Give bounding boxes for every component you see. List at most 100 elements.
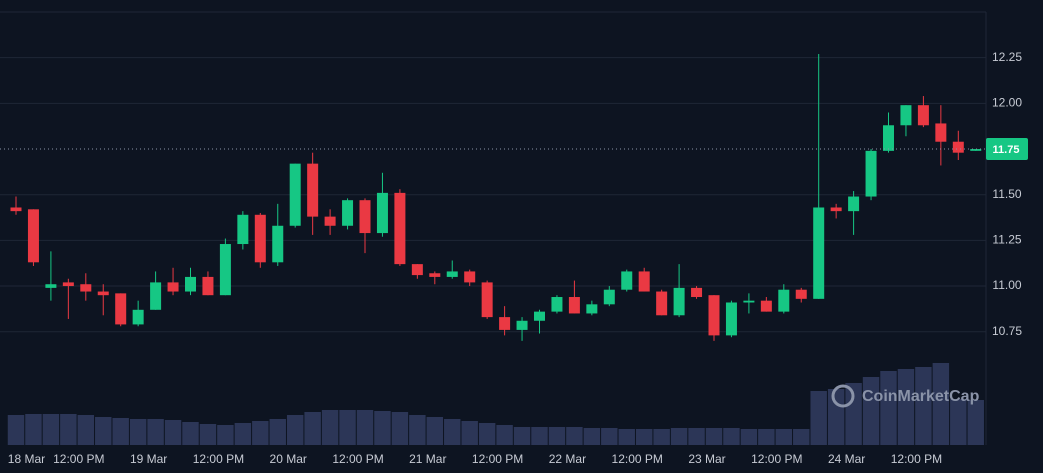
volume-bar (897, 369, 915, 445)
candle-body (132, 309, 144, 325)
volume-bar (77, 415, 95, 445)
candle-body (760, 300, 772, 312)
logo (831, 384, 855, 408)
x-tick-label: 22 Mar (549, 452, 586, 466)
x-tick-label: 23 Mar (688, 452, 725, 466)
x-tick-label: 18 Mar (8, 452, 45, 466)
volume-bar (775, 429, 793, 445)
y-tick-label: 12.25 (992, 50, 1022, 64)
candle-body (621, 271, 633, 290)
volume-bar (653, 429, 670, 445)
candle-body (254, 214, 266, 263)
volume-bar (42, 414, 60, 445)
candle-body (167, 282, 179, 292)
volume-bar (339, 410, 356, 445)
volume-bar (862, 377, 880, 445)
candle-body (865, 150, 877, 197)
candle-body (115, 293, 127, 325)
candle-body (464, 271, 476, 283)
candle-body (778, 289, 790, 312)
x-tick-label: 12:00 PM (193, 452, 244, 466)
volume-bar (321, 410, 339, 445)
volume-bar (723, 428, 740, 445)
watermark-text: CoinMarketCap (862, 388, 980, 405)
volume-bar (531, 427, 548, 445)
volume-bar (548, 427, 566, 445)
volume-bar (199, 424, 217, 445)
y-tick-label: 11.25 (992, 233, 1021, 247)
candle-body (935, 123, 947, 142)
volume-bar (670, 428, 688, 445)
candle-body (586, 304, 598, 314)
candle-body (900, 105, 912, 126)
candle-body (342, 200, 354, 226)
volume-bar (391, 412, 409, 445)
volume-bar (810, 391, 827, 445)
candle-body (324, 216, 336, 226)
volume-bar (758, 429, 775, 445)
volume-bar (740, 429, 758, 445)
candle-body (603, 289, 615, 305)
volume-bar (915, 367, 932, 445)
candle-body (202, 276, 214, 296)
volume-bar (304, 412, 321, 445)
volume-bar (374, 411, 391, 445)
volume-bar (705, 428, 723, 445)
candle-body (150, 282, 162, 310)
candle-body (499, 317, 511, 330)
x-tick-label: 12:00 PM (891, 452, 942, 466)
volume-bar (60, 414, 77, 445)
volume-bar (25, 414, 42, 445)
candle-body (185, 276, 196, 292)
volume-bar (601, 428, 618, 445)
x-tick-label: 12:00 PM (332, 452, 383, 466)
candle-body (568, 297, 580, 314)
volume-bar (7, 415, 25, 445)
candle-body (743, 300, 755, 303)
candle-body (551, 297, 563, 312)
candle-body (952, 141, 964, 153)
watermark: CoinMarketCap (831, 384, 980, 408)
candle-body (376, 192, 388, 234)
volume-bar (147, 419, 164, 445)
candle-body (848, 196, 860, 212)
volume-bar (618, 429, 635, 445)
candle-body (307, 163, 319, 217)
candle-body (725, 302, 737, 336)
volume-bar (496, 425, 513, 445)
volume-bar (444, 419, 461, 445)
candle-body (708, 295, 720, 336)
current-price-label: 11.75 (993, 144, 1020, 156)
x-tick-label: 12:00 PM (472, 452, 523, 466)
volume-bar (932, 363, 950, 445)
candle-body (80, 284, 92, 292)
y-tick-label: 11.50 (992, 187, 1021, 201)
y-tick-label: 10.75 (992, 324, 1022, 338)
candle-body (638, 271, 650, 292)
candle-body (673, 287, 685, 316)
x-tick-label: 12:00 PM (612, 452, 663, 466)
candle-body (481, 282, 493, 318)
candle-body (394, 192, 406, 265)
volume-bar (182, 422, 199, 445)
candle-body (27, 209, 39, 263)
candle-body (289, 163, 301, 226)
x-tick-label: 21 Mar (409, 452, 446, 466)
candle-body (691, 287, 703, 298)
candle-body (97, 291, 109, 296)
x-tick-label: 19 Mar (130, 452, 167, 466)
candle-body (656, 291, 668, 316)
volume-bar (461, 421, 478, 445)
y-tick-label: 12.00 (992, 96, 1022, 110)
candle-body (813, 207, 825, 299)
volume-bar (793, 429, 810, 445)
candle-body (359, 200, 371, 234)
candle-body (237, 214, 249, 245)
volume-bar (827, 389, 845, 445)
volume-bar (286, 415, 304, 445)
candle-body (795, 289, 807, 299)
volume-bar (409, 415, 426, 445)
volume-bar (217, 425, 234, 445)
volume-bar (845, 383, 862, 445)
